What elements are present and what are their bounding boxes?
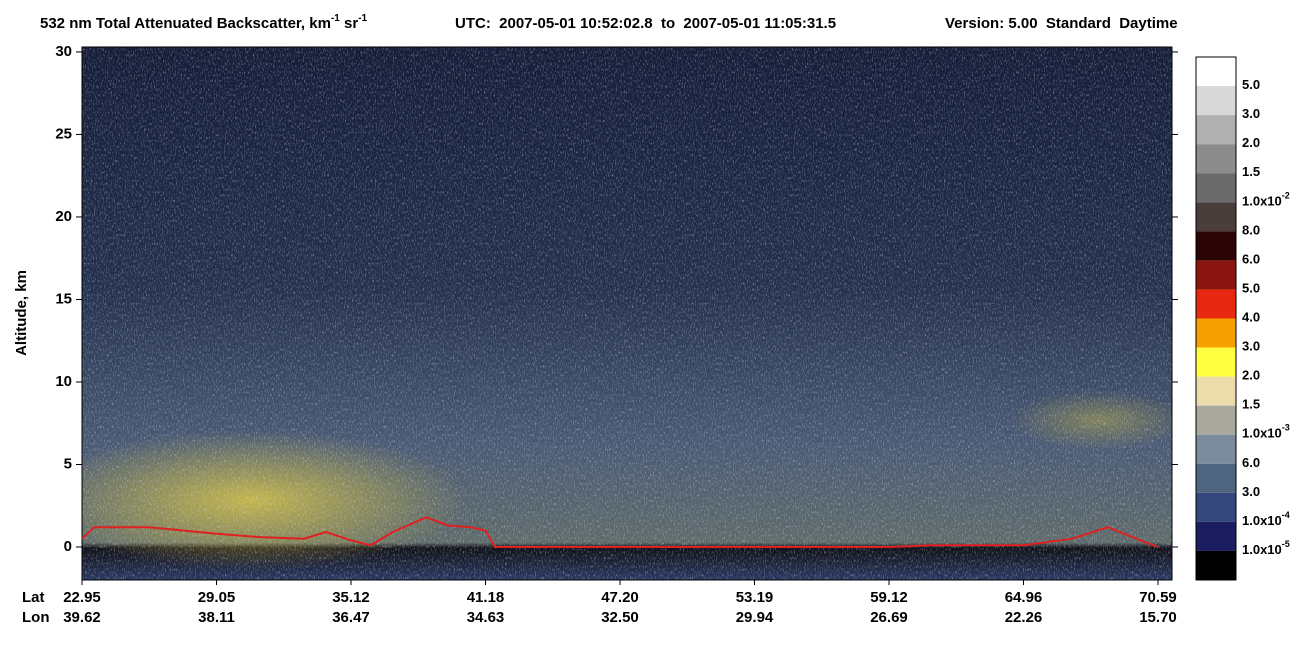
colorbar-label-text: 3.0 xyxy=(1242,107,1260,122)
colorbar-label-exponent: -5 xyxy=(1282,539,1290,549)
colorbar-label: 5.0 xyxy=(1242,77,1260,92)
colorbar-label: 4.0 xyxy=(1242,310,1260,325)
colorbar-label: 3.0 xyxy=(1242,107,1260,122)
chart-version: Version: 5.00 Standard Daytime xyxy=(945,15,1178,32)
lat-tick-label: 64.96 xyxy=(1005,589,1043,606)
colorbar-label-exponent: -4 xyxy=(1282,510,1290,520)
colorbar-label-text: 1.0x10 xyxy=(1242,513,1282,528)
colorbar-label: 1.0x10-2 xyxy=(1242,191,1290,209)
colorbar-swatch xyxy=(1196,434,1236,464)
colorbar-label: 1.0x10-5 xyxy=(1242,539,1290,557)
y-tick-label: 20 xyxy=(55,208,72,225)
colorbar-label: 1.0x10-3 xyxy=(1242,423,1290,441)
colorbar-swatch xyxy=(1196,463,1236,493)
colorbar-swatch xyxy=(1196,144,1236,174)
colorbar-label-text: 2.0 xyxy=(1242,136,1260,151)
colorbar-swatch xyxy=(1196,57,1236,87)
y-tick-label: 15 xyxy=(55,290,72,307)
lon-tick-label: 26.69 xyxy=(870,609,908,626)
colorbar-label-exponent: -2 xyxy=(1282,191,1290,201)
lat-tick-label: 53.19 xyxy=(736,589,774,606)
colorbar-label-text: 2.0 xyxy=(1242,368,1260,383)
colorbar-label-text: 1.0x10 xyxy=(1242,542,1282,557)
colorbar-label: 1.0x10-4 xyxy=(1242,510,1290,528)
lat-tick-label: 22.95 xyxy=(63,589,101,606)
lon-tick-label: 39.62 xyxy=(63,609,101,626)
surface-line xyxy=(81,516,1159,548)
lat-tick-label: 35.12 xyxy=(332,589,370,606)
lon-tick-label: 22.26 xyxy=(1005,609,1043,626)
lon-tick-label: 38.11 xyxy=(198,609,235,626)
colorbar-swatch xyxy=(1196,231,1236,261)
colorbar-label-text: 3.0 xyxy=(1242,339,1260,354)
lon-row-label: Lon xyxy=(22,609,50,626)
colorbar-swatch xyxy=(1196,492,1236,522)
colorbar-label-text: 3.0 xyxy=(1242,484,1260,499)
colorbar-label-text: 5.0 xyxy=(1242,281,1260,296)
colorbar-label: 3.0 xyxy=(1242,484,1260,499)
colorbar-label: 6.0 xyxy=(1242,252,1260,267)
colorbar-label: 8.0 xyxy=(1242,223,1260,238)
lon-tick-label: 29.94 xyxy=(736,609,774,626)
title-superscript: -1 xyxy=(358,13,367,24)
y-tick-label: 10 xyxy=(55,373,72,390)
colorbar-label-text: 6.0 xyxy=(1242,252,1260,267)
colorbar-label-exponent: -3 xyxy=(1282,423,1290,433)
lon-tick-label: 15.70 xyxy=(1139,609,1177,626)
colorbar-swatch xyxy=(1196,318,1236,348)
colorbar-label-text: 1.5 xyxy=(1242,165,1260,180)
signal-noise xyxy=(82,47,1172,580)
colorbar-swatch xyxy=(1196,521,1236,551)
colorbar-swatch xyxy=(1196,260,1236,290)
colorbar-label-text: 6.0 xyxy=(1242,455,1260,470)
colorbar-label: 1.5 xyxy=(1242,165,1260,180)
colorbar-swatch xyxy=(1196,115,1236,145)
colorbar-label-text: 1.0x10 xyxy=(1242,426,1282,441)
colorbar-label-text: 8.0 xyxy=(1242,223,1260,238)
colorbar-swatch xyxy=(1196,405,1236,435)
colorbar-label-text: 4.0 xyxy=(1242,310,1260,325)
colorbar-label-text: 5.0 xyxy=(1242,77,1260,92)
colorbar-swatch xyxy=(1196,173,1236,203)
lat-tick-label: 59.12 xyxy=(870,589,908,606)
title-part: 532 nm Total Attenuated Backscatter, km xyxy=(40,15,331,32)
colorbar-label: 5.0 xyxy=(1242,281,1260,296)
lon-tick-label: 36.47 xyxy=(332,609,370,626)
colorbar-label: 2.0 xyxy=(1242,368,1260,383)
lat-tick-label: 29.05 xyxy=(198,589,236,606)
lat-tick-label: 41.18 xyxy=(467,589,505,606)
title-part: sr xyxy=(340,15,359,32)
colorbar-label-text: 1.5 xyxy=(1242,397,1260,412)
colorbar-swatch xyxy=(1196,86,1236,116)
y-tick-label: 25 xyxy=(55,125,72,142)
colorbar-label-text: 1.0x10 xyxy=(1242,194,1282,209)
plot-frame xyxy=(81,46,1173,581)
lat-tick-label: 47.20 xyxy=(601,589,639,606)
lon-tick-label: 32.50 xyxy=(601,609,639,626)
colorbar-label: 2.0 xyxy=(1242,136,1260,151)
lat-row-label: Lat xyxy=(22,589,45,606)
y-tick-label: 5 xyxy=(64,455,72,472)
colorbar-swatch xyxy=(1196,202,1236,232)
colorbar-swatch xyxy=(1196,347,1236,377)
colorbar-label: 1.5 xyxy=(1242,397,1260,412)
lon-tick-label: 34.63 xyxy=(467,609,505,626)
y-tick-label: 30 xyxy=(55,43,72,60)
chart-title: 532 nm Total Attenuated Backscatter, km-… xyxy=(40,13,368,32)
y-axis-label: Altitude, km xyxy=(13,270,30,356)
colorbar-swatch xyxy=(1196,550,1236,580)
y-tick-label: 0 xyxy=(64,538,72,555)
plot-area xyxy=(82,47,1172,580)
lat-tick-label: 70.59 xyxy=(1139,589,1177,606)
chart-subtitle: UTC: 2007-05-01 10:52:02.8 to 2007-05-01… xyxy=(455,15,836,32)
title-superscript: -1 xyxy=(331,13,340,24)
colorbar-frame xyxy=(1195,56,1237,581)
colorbar-label: 6.0 xyxy=(1242,455,1260,470)
colorbar-label: 3.0 xyxy=(1242,339,1260,354)
colorbar-swatch xyxy=(1196,376,1236,406)
colorbar-swatch xyxy=(1196,289,1236,319)
